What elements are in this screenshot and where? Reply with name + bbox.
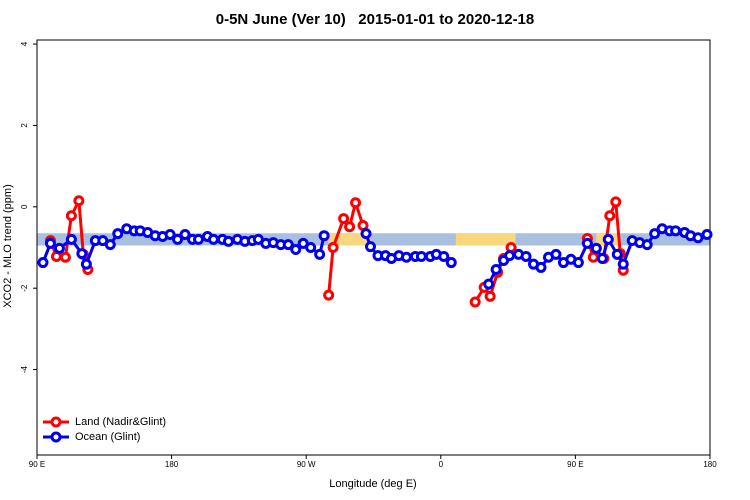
data-point xyxy=(112,228,124,240)
data-point xyxy=(323,289,335,301)
data-point xyxy=(318,230,330,242)
data-point xyxy=(305,242,317,253)
y-axis-label: XCO2 - MLO trend (ppm) xyxy=(2,184,14,307)
data-point xyxy=(604,210,616,222)
x-tick-label: 90 E xyxy=(29,460,45,469)
data-point xyxy=(65,210,77,222)
y-tick-label: -2 xyxy=(20,284,29,292)
y-tick-label: 4 xyxy=(20,41,29,46)
data-point xyxy=(692,232,704,244)
data-point xyxy=(535,261,547,273)
data-point xyxy=(338,213,350,225)
data-point xyxy=(581,237,593,249)
x-tick-label: 90 E xyxy=(567,460,583,469)
data-point xyxy=(438,250,450,262)
data-point xyxy=(360,228,372,240)
data-point xyxy=(222,235,234,247)
data-point xyxy=(164,228,176,240)
legend-marker xyxy=(50,431,62,443)
legend-label: Ocean (Glint) xyxy=(75,431,140,443)
data-point xyxy=(365,241,377,253)
data-point xyxy=(469,296,481,308)
data-point xyxy=(44,237,56,249)
x-tick-label: 180 xyxy=(703,460,717,469)
y-tick-label: 2 xyxy=(20,123,29,128)
data-point xyxy=(80,258,92,270)
data-point xyxy=(610,196,622,208)
data-point xyxy=(73,195,85,207)
x-tick-label: 0 xyxy=(439,460,444,469)
x-tick-label: 180 xyxy=(165,460,179,469)
chart-title: 0-5N June (Ver 10) 2015-01-01 to 2020-12… xyxy=(216,11,535,28)
data-point xyxy=(207,233,219,245)
y-tick-label: -4 xyxy=(20,365,29,373)
data-point xyxy=(193,233,205,245)
data-point xyxy=(490,263,502,275)
data-point xyxy=(617,258,629,270)
data-point xyxy=(350,197,362,209)
data-point xyxy=(290,244,302,256)
data-point xyxy=(415,250,427,262)
y-tick-label: 0 xyxy=(20,204,29,209)
plot-frame xyxy=(36,39,711,456)
x-tick-label: 90 W xyxy=(297,460,316,469)
data-point xyxy=(314,248,326,260)
data-point xyxy=(550,248,562,260)
data-point xyxy=(445,257,457,269)
data-point xyxy=(400,251,412,263)
data-point xyxy=(179,228,191,240)
data-point xyxy=(53,242,65,254)
data-point xyxy=(572,257,584,269)
land-band xyxy=(328,233,371,246)
data-point xyxy=(484,290,496,302)
data-point xyxy=(37,257,49,269)
data-point xyxy=(282,239,294,251)
data-point xyxy=(590,242,602,254)
data-point xyxy=(76,248,88,260)
data-point xyxy=(587,251,599,263)
legend-marker xyxy=(50,416,62,428)
land-band xyxy=(455,233,516,246)
data-point xyxy=(649,228,661,240)
data-point xyxy=(596,252,608,264)
data-point xyxy=(641,239,653,251)
data-point xyxy=(327,242,339,253)
legend-label: Land (Nadir&Glint) xyxy=(75,416,166,428)
data-point xyxy=(602,233,614,245)
data-point xyxy=(104,239,116,251)
data-point xyxy=(504,250,516,262)
data-point xyxy=(701,228,713,240)
data-point xyxy=(344,221,356,233)
data-point xyxy=(59,251,71,263)
data-point xyxy=(670,225,682,237)
data-point xyxy=(520,250,532,262)
data-point xyxy=(611,248,623,260)
data-point xyxy=(172,233,184,245)
x-axis-label: Longitude (deg E) xyxy=(329,478,416,490)
data-point xyxy=(65,233,77,245)
data-point xyxy=(483,278,495,290)
